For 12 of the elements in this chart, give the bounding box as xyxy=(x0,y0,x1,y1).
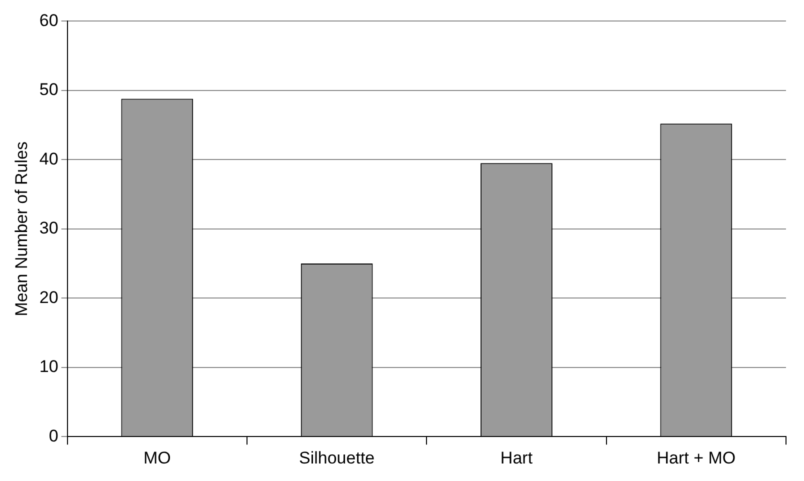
y-tick-label: 60 xyxy=(39,10,58,30)
y-tick-label: 10 xyxy=(39,357,58,376)
y-tick-label: 40 xyxy=(39,149,58,168)
x-tick-label: Hart + MO xyxy=(656,448,736,468)
y-tick-label: 30 xyxy=(39,218,58,238)
x-tick-label: MO xyxy=(143,448,171,468)
y-tick-label: 0 xyxy=(48,426,58,446)
x-tick-label: Hart xyxy=(500,448,533,468)
y-axis-title: Mean Number of Rules xyxy=(12,141,31,316)
y-tick-label: 20 xyxy=(39,288,58,307)
x-tick-label: Silhouette xyxy=(299,448,375,468)
y-tick-label: 50 xyxy=(39,80,58,100)
